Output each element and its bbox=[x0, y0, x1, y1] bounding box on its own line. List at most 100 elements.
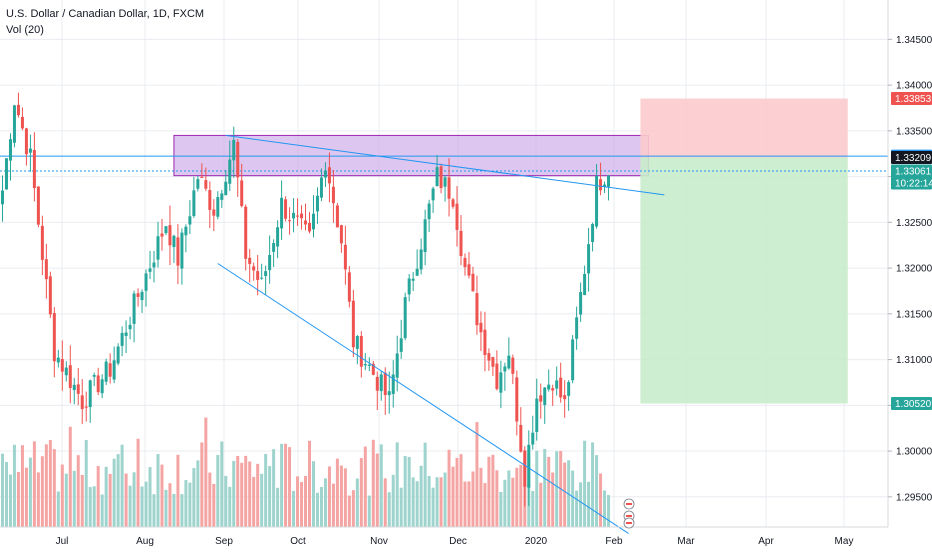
price-tag-label: 1.33853 bbox=[895, 94, 932, 105]
volume-bar bbox=[216, 455, 220, 527]
candle-body bbox=[399, 338, 403, 352]
candle-body bbox=[351, 300, 355, 348]
volume-bar bbox=[124, 473, 128, 527]
candle-body bbox=[92, 374, 96, 377]
volume-bar bbox=[323, 478, 327, 527]
candle-body bbox=[168, 225, 172, 246]
volume-bar bbox=[555, 451, 559, 527]
volume-bar bbox=[168, 483, 172, 527]
price-tick-label: 1.31500 bbox=[896, 309, 932, 320]
candle-body bbox=[304, 220, 308, 225]
volume-bar bbox=[272, 449, 276, 527]
volume-bar bbox=[335, 458, 339, 527]
candle-body bbox=[379, 374, 383, 392]
candle-body bbox=[395, 353, 399, 378]
volume-bar bbox=[228, 486, 232, 527]
candle-body bbox=[56, 357, 60, 363]
candle-body bbox=[343, 244, 347, 270]
volume-bar bbox=[331, 483, 335, 527]
economic-events-icon[interactable] bbox=[623, 498, 635, 529]
volume-bar bbox=[132, 472, 136, 527]
candle-body bbox=[212, 209, 216, 216]
volume-bar bbox=[579, 482, 583, 527]
volume-bar bbox=[252, 476, 256, 527]
price-tag bbox=[891, 164, 932, 178]
volume-bar bbox=[351, 490, 355, 527]
volume-bar bbox=[92, 486, 96, 527]
volume-bar bbox=[359, 458, 363, 527]
candle-body bbox=[116, 346, 120, 364]
candle-body bbox=[112, 360, 116, 380]
time-tick-label: Apr bbox=[758, 536, 774, 547]
candle-body bbox=[208, 190, 212, 210]
volume-bar bbox=[515, 467, 519, 527]
candle-body bbox=[583, 274, 587, 295]
candle-body bbox=[427, 203, 431, 220]
volume-bar bbox=[184, 480, 188, 527]
volume-bar bbox=[343, 468, 347, 527]
trendline[interactable] bbox=[217, 263, 629, 534]
volume-bar bbox=[471, 471, 475, 527]
volume-bar bbox=[371, 439, 375, 527]
volume-bar bbox=[419, 465, 423, 527]
volume-bar bbox=[36, 472, 40, 527]
candle-body bbox=[40, 225, 44, 260]
volume-bar bbox=[315, 492, 319, 527]
volume-bar bbox=[375, 453, 379, 527]
candle-body bbox=[84, 406, 88, 408]
volume-bar bbox=[575, 490, 579, 527]
volume-bar bbox=[96, 466, 100, 527]
volume-bar bbox=[256, 463, 260, 527]
candle-body bbox=[415, 268, 419, 276]
take-profit-zone[interactable] bbox=[640, 157, 848, 404]
volume-bar bbox=[543, 449, 547, 527]
candle-body bbox=[339, 225, 343, 244]
candle-body bbox=[551, 388, 555, 391]
volume-bar bbox=[32, 441, 36, 527]
candle-body bbox=[140, 291, 144, 301]
resistance-zone[interactable] bbox=[173, 134, 649, 177]
candle-body bbox=[467, 264, 471, 276]
volume-bar bbox=[603, 490, 607, 527]
volume-bar bbox=[507, 470, 511, 527]
candle-body bbox=[152, 262, 156, 268]
time-tick-label: Feb bbox=[605, 536, 623, 547]
trendline[interactable] bbox=[225, 134, 665, 196]
volume-bar bbox=[307, 440, 311, 527]
volume-bar bbox=[268, 466, 272, 527]
price-tag bbox=[891, 92, 932, 106]
candle-body bbox=[188, 216, 192, 225]
volume-bar bbox=[208, 472, 212, 527]
volume-bar bbox=[455, 457, 459, 527]
candle-body bbox=[224, 181, 228, 196]
volume-bar bbox=[407, 456, 411, 527]
volume-bar bbox=[180, 494, 184, 527]
candle-body bbox=[216, 197, 220, 217]
candle-body bbox=[511, 357, 515, 374]
time-tick-label: Dec bbox=[449, 536, 467, 547]
volume-bar bbox=[40, 456, 44, 527]
stop-loss-zone[interactable] bbox=[640, 98, 848, 158]
candle-body bbox=[88, 380, 92, 407]
candle-body bbox=[192, 190, 196, 217]
candle-body bbox=[495, 363, 499, 390]
candle-body bbox=[563, 395, 567, 400]
candle-body bbox=[595, 175, 599, 227]
volume-bar bbox=[535, 450, 539, 527]
volume-indicator-label: Vol (20) bbox=[6, 24, 44, 36]
candle-body bbox=[232, 139, 236, 161]
candle-body bbox=[76, 384, 80, 394]
candle-body bbox=[228, 159, 232, 184]
volume-bar bbox=[156, 454, 160, 527]
volume-bar bbox=[347, 495, 351, 527]
volume-bar bbox=[319, 486, 323, 527]
candle-body bbox=[180, 232, 184, 269]
volume-bar bbox=[64, 473, 68, 527]
candle-body bbox=[276, 227, 280, 247]
time-axis[interactable]: Jul Aug Sep Oct Nov Dec 2020 Feb Mar Apr May bbox=[56, 536, 854, 547]
volume-bar bbox=[136, 438, 140, 527]
volume-bar bbox=[140, 486, 144, 527]
volume-bar bbox=[296, 476, 300, 527]
